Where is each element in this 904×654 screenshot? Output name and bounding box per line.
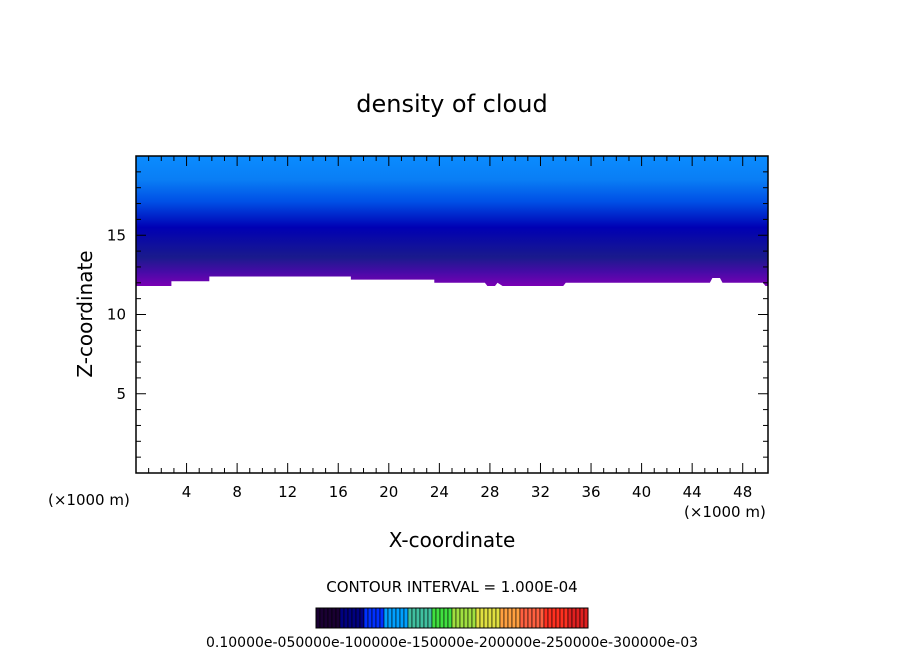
cloud-region: [136, 156, 768, 286]
x-tick-label: 40: [632, 483, 651, 501]
colorbar-segment: [331, 607, 337, 629]
y-tick-label: 10: [107, 306, 126, 324]
y-tick-label: 15: [107, 226, 126, 244]
colorbar-segment: [559, 607, 565, 629]
colorbar-segment: [575, 607, 581, 629]
colorbar-segment: [507, 607, 513, 629]
colorbar-segment: [491, 607, 497, 629]
colorbar-segment: [363, 607, 369, 629]
colorbar-segment: [371, 607, 377, 629]
x-tick-label: 36: [581, 483, 600, 501]
colorbar-segment: [323, 607, 329, 629]
colorbar-segment: [431, 607, 437, 629]
x-tick-label: 44: [683, 483, 702, 501]
colorbar-segment: [467, 607, 473, 629]
colorbar-segment: [335, 607, 341, 629]
colorbar-segment: [315, 607, 321, 629]
chart-title: density of cloud: [356, 90, 547, 118]
colorbar-segment: [459, 607, 465, 629]
x-tick-label: 12: [278, 483, 297, 501]
colorbar-segment: [347, 607, 353, 629]
colorbar-segment: [339, 607, 345, 629]
colorbar-segment: [455, 607, 461, 629]
colorbar-segment: [567, 607, 573, 629]
colorbar: [315, 607, 589, 629]
colorbar-segment: [351, 607, 357, 629]
colorbar-segment: [563, 607, 569, 629]
x-tick-label: 16: [329, 483, 348, 501]
colorbar-segment: [399, 607, 405, 629]
colorbar-segment: [515, 607, 521, 629]
colorbar-segment: [543, 607, 549, 629]
colorbar-segment: [531, 607, 537, 629]
colorbar-segment: [519, 607, 525, 629]
colorbar-segment: [375, 607, 381, 629]
colorbar-segment: [499, 607, 505, 629]
colorbar-segment: [535, 607, 541, 629]
colorbar-segment: [547, 607, 553, 629]
colorbar-segment: [367, 607, 373, 629]
colorbar-segment: [583, 607, 589, 629]
x-unit-left: (×1000 m): [48, 491, 130, 509]
x-axis-ticks: 4 8 12 16 20 24 28 32 36 40 44 48: [148, 156, 756, 501]
colorbar-segment: [539, 607, 545, 629]
y-tick-label: 5: [116, 385, 126, 403]
x-tick-label: 24: [430, 483, 449, 501]
colorbar-segment: [463, 607, 469, 629]
colorbar-segment: [419, 607, 425, 629]
x-axis-label: X-coordinate: [389, 528, 516, 552]
x-tick-label: 48: [733, 483, 752, 501]
x-unit-right: (×1000 m): [684, 503, 766, 521]
x-tick-label: 8: [232, 483, 242, 501]
colorbar-segment: [511, 607, 517, 629]
y-axis-label: Z-coordinate: [73, 250, 97, 377]
colorbar-segment: [471, 607, 477, 629]
colorbar-segment: [451, 607, 457, 629]
colorbar-segment: [327, 607, 333, 629]
colorbar-segment: [487, 607, 493, 629]
colorbar-segment: [379, 607, 385, 629]
colorbar-segment: [443, 607, 449, 629]
colorbar-segment: [343, 607, 349, 629]
colorbar-segment: [483, 607, 489, 629]
colorbar-segment: [411, 607, 417, 629]
colorbar-segment: [439, 607, 445, 629]
colorbar-segment: [435, 607, 441, 629]
colorbar-segment: [475, 607, 481, 629]
cloud-density-field: [136, 156, 768, 286]
colorbar-labels: 0.10000e-050000e-100000e-150000e-200000e…: [206, 635, 698, 651]
colorbar-segment: [415, 607, 421, 629]
colorbar-segment: [387, 607, 393, 629]
colorbar-segment: [555, 607, 561, 629]
colorbar-frame: [315, 607, 589, 629]
colorbar-segment: [571, 607, 577, 629]
colorbar-segment: [447, 607, 453, 629]
colorbar-segment: [359, 607, 365, 629]
colorbar-segment: [579, 607, 585, 629]
x-tick-label: 4: [182, 483, 192, 501]
x-tick-label: 28: [480, 483, 499, 501]
colorbar-segment: [383, 607, 389, 629]
x-tick-label: 32: [531, 483, 550, 501]
x-tick-label: 20: [379, 483, 398, 501]
colorbar-segment: [523, 607, 529, 629]
colorbar-segment: [427, 607, 433, 629]
y-axis-ticks: 5 10 15: [107, 171, 768, 458]
colorbar-segment: [407, 607, 413, 629]
colorbar-segment: [423, 607, 429, 629]
colorbar-segment: [551, 607, 557, 629]
contour-interval-label: CONTOUR INTERVAL = 1.000E-04: [326, 578, 577, 596]
colorbar-segment: [479, 607, 485, 629]
colorbar-segment: [527, 607, 533, 629]
colorbar-segment: [495, 607, 501, 629]
colorbar-segment: [403, 607, 409, 629]
colorbar-segment: [395, 607, 401, 629]
colorbar-segment: [355, 607, 361, 629]
colorbar-segment: [391, 607, 397, 629]
colorbar-segment: [319, 607, 325, 629]
colorbar-segment: [503, 607, 509, 629]
